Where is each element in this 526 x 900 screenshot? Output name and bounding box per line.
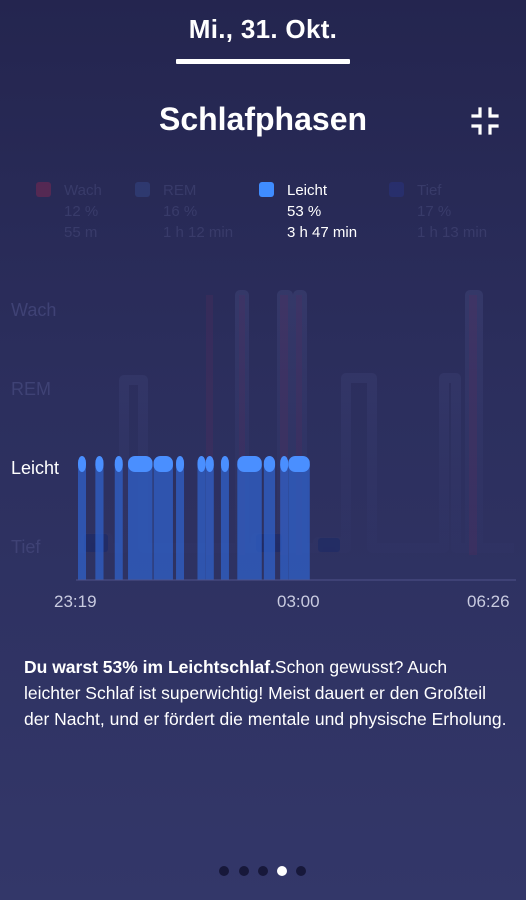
collapse-icon[interactable] [468,106,502,136]
date-underline [176,59,350,64]
light-sleep-segment [205,456,214,580]
light-sleep-layer [78,456,310,580]
light-sleep-segment [114,456,123,580]
legend-percent: 53 % [287,203,322,220]
legend-swatch-rem [135,182,150,197]
legend-duration: 1 h 12 min [163,224,234,241]
page-dot[interactable] [296,866,306,876]
light-sleep-segment [288,456,310,580]
legend-swatch-tief [389,182,404,197]
page-dot[interactable] [258,866,268,876]
legend-name: REM [163,182,197,199]
light-sleep-segment [78,456,86,580]
light-sleep-segment [176,456,185,580]
light-sleep-segment [237,456,262,580]
page-dot[interactable] [219,866,229,876]
legend-percent: 16 % [163,203,198,220]
sleep-stages-chart[interactable] [0,280,526,590]
page-title: Schlafphasen [158,101,368,137]
light-sleep-segment [220,456,229,580]
legend-name: Leicht [287,182,328,199]
description-body: Schon gewusst? Auch leichter Schlaf ist … [24,657,507,729]
legend-name: Tief [417,182,442,199]
light-sleep-segment [128,456,153,580]
legend-duration: 55 m [64,224,98,241]
x-tick-label: 23:19 [54,592,97,611]
legend-duration: 3 h 47 min [287,224,358,241]
y-label-rem: REM [11,379,51,399]
light-sleep-segment [153,456,173,580]
page-dot[interactable] [239,866,249,876]
legend-duration: 1 h 13 min [417,224,488,241]
legend-swatch-wach [36,182,51,197]
x-tick-label: 06:26 [467,592,510,611]
light-sleep-segment [197,456,206,580]
light-sleep-segment [280,456,289,580]
legend-swatch-leicht [259,182,274,197]
page-dot-active[interactable] [277,866,287,876]
x-tick-label: 03:00 [277,592,320,611]
legend-percent: 17 % [417,203,452,220]
legend-name: Wach [64,182,102,199]
legend-percent: 12 % [64,203,99,220]
light-sleep-segment [263,456,276,580]
description-bold: Du warst 53% im Leichtschlaf. [24,657,275,677]
date-label[interactable]: Mi., 31. Okt. [188,14,338,44]
y-label-leicht: Leicht [11,458,60,478]
y-label-wach: Wach [11,300,57,320]
y-label-tief: Tief [11,537,41,557]
description-text: Du warst 53% im Leichtschlaf.Schon gewus… [24,654,508,732]
light-sleep-segment [95,456,104,580]
